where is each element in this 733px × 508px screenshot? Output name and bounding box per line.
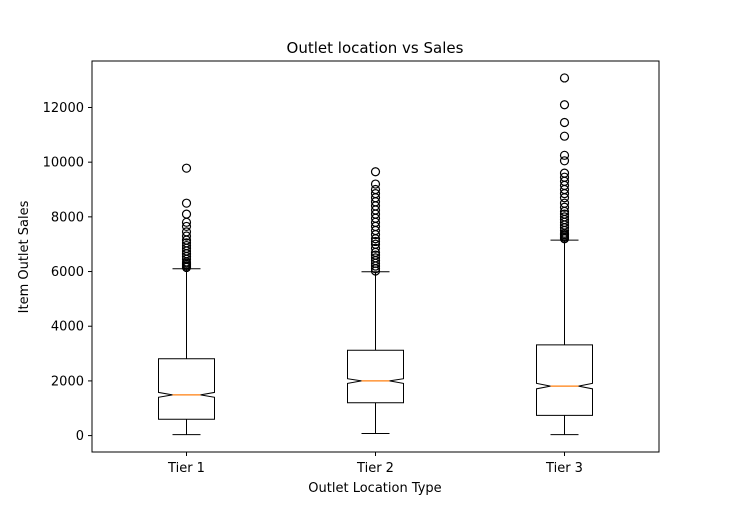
outlier-point: [181, 209, 192, 219]
outlier-point: [181, 227, 192, 237]
outlier-point: [181, 221, 192, 232]
outlier-point: [181, 163, 192, 173]
outlier-point: [559, 168, 570, 178]
outlier-point: [181, 238, 192, 248]
outlier-point: [370, 243, 381, 253]
outlier-point: [559, 150, 570, 160]
y-axis-label: Item Outlet Sales: [17, 200, 32, 313]
outlier-point: [559, 202, 570, 212]
outlier-point: [559, 172, 570, 182]
y-tick-label: 10000: [43, 156, 84, 171]
outlier-point: [370, 184, 381, 195]
outlier-point: [370, 189, 381, 199]
outlier-point: [181, 240, 192, 251]
notched-box: [347, 349, 404, 404]
outlier-point: [559, 156, 570, 166]
plot-area: 0 2000 4000 6000 8000 10000 12000 Tier 1 Tier 2 T…: [43, 60, 660, 476]
x-axis-label: Outlet Location Type: [308, 481, 441, 496]
x-tick-label: Tier 2: [356, 461, 394, 476]
outlier-point: [559, 73, 570, 83]
outlier-point: [370, 167, 381, 177]
chart-title: Outlet location vs Sales: [287, 39, 464, 57]
outlier-point: [370, 179, 381, 189]
outlier-point: [559, 212, 570, 222]
outlier-point: [559, 100, 570, 110]
outlier-point: [559, 209, 570, 219]
outlier-point: [370, 239, 381, 249]
notched-box: [536, 344, 593, 416]
y-tick-label: 0: [76, 429, 84, 444]
outlier-point: [370, 253, 381, 263]
x-tick-label: Tier 1: [167, 461, 205, 476]
outlier-point: [181, 231, 192, 241]
x-tick-label: Tier 3: [545, 461, 583, 476]
outlier-point: [370, 250, 381, 260]
outlier-point: [559, 117, 570, 128]
y-tick-label: 6000: [51, 265, 84, 280]
outlier-point: [559, 198, 570, 208]
y-tick-label: 4000: [51, 320, 84, 335]
outlier-point: [370, 236, 381, 247]
outlier-point: [181, 198, 192, 208]
outlier-point: [559, 131, 570, 141]
y-tick-label: 2000: [51, 374, 84, 389]
y-tick-label: 12000: [43, 101, 84, 116]
y-tick-label: 8000: [51, 210, 84, 225]
notched-box: [158, 358, 215, 420]
